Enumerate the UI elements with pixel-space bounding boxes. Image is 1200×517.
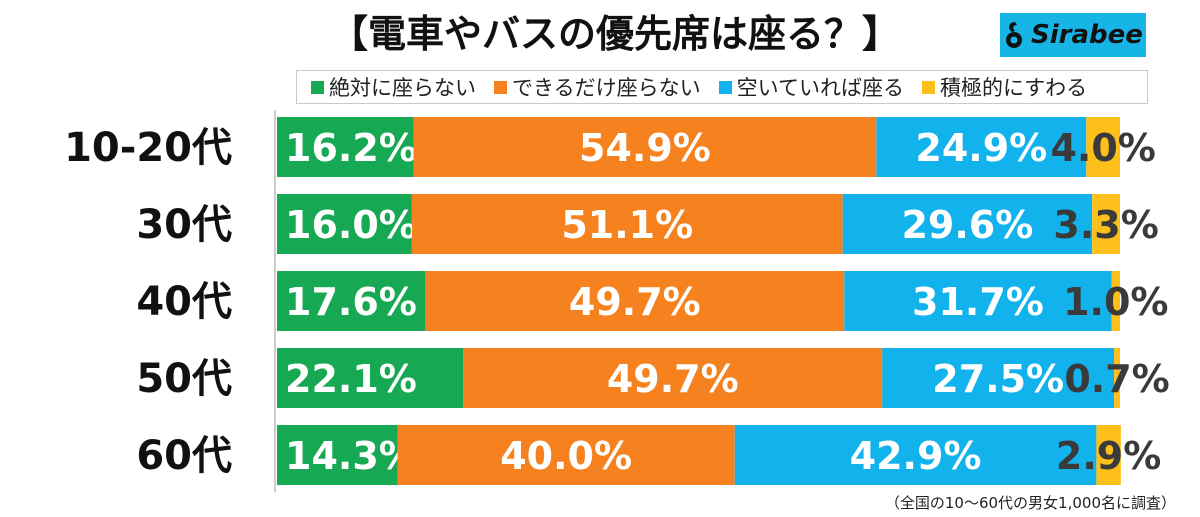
data-label: 22.1% [285, 357, 417, 401]
data-label: 24.9% [915, 126, 1047, 170]
data-label: 1.0% [1063, 280, 1168, 324]
legend-label: 積極的にすわる [939, 76, 1088, 100]
legend-label: 空いていれば座る [736, 76, 904, 100]
legend-swatch-blue [718, 80, 732, 94]
bar-segment [1092, 194, 1120, 254]
data-label: 17.6% [285, 280, 417, 324]
category-label: 40代 [136, 279, 232, 325]
category-label: 10-20代 [64, 125, 232, 171]
bar-segment [277, 348, 464, 408]
survey-footnote: （全国の10〜60代の男女1,000名に調査） [884, 494, 1176, 512]
legend-swatch-orange [494, 80, 507, 94]
brand-logo: Sirabee [1000, 13, 1146, 57]
data-label: 16.2% [285, 126, 417, 170]
bar-segment [425, 271, 845, 331]
bar-segment [876, 117, 1087, 177]
data-label: 42.9% [850, 434, 982, 478]
data-label: 54.9% [579, 126, 711, 170]
chart-title: 【電車やバスの優先席は座る？】 [330, 12, 901, 56]
legend-swatch-green [311, 80, 324, 94]
legend-item-actively: 積極的にすわる [921, 72, 1088, 102]
bar-segment [844, 271, 1112, 331]
bar-segment [1111, 271, 1120, 331]
bar-segment [882, 348, 1115, 408]
bar-segment [411, 194, 843, 254]
bar-segment [277, 117, 414, 177]
data-label: 49.7% [607, 357, 739, 401]
bar-segment [1086, 117, 1120, 177]
legend-label: 絶対に座らない [329, 76, 476, 100]
data-label: 14.3% [285, 434, 417, 478]
legend-item-never: 絶対に座らない [311, 72, 476, 102]
bar-segment [277, 425, 398, 485]
data-label: 0.7% [1064, 357, 1169, 401]
bar-segment [277, 271, 426, 331]
data-label: 27.5% [932, 357, 1064, 401]
brand-name: Sirabee [1031, 20, 1143, 50]
bar-segment [734, 425, 1097, 485]
data-label: 49.7% [569, 280, 701, 324]
data-label: 29.6% [901, 203, 1033, 247]
bar-segment [397, 425, 735, 485]
legend-item-avoid: できるだけ座らない [494, 72, 701, 102]
bar-segment [277, 194, 412, 254]
data-label: 3.3% [1053, 203, 1158, 247]
data-label: 2.9% [1056, 434, 1161, 478]
legend-swatch-yellow [921, 80, 935, 94]
legend-label: できるだけ座らない [512, 76, 701, 100]
category-label: 30代 [136, 202, 232, 248]
legend: 絶対に座らない できるだけ座らない 空いていれば座る 積極的にすわる [296, 70, 1148, 104]
data-label: 31.7% [912, 280, 1044, 324]
bar-segment [413, 117, 877, 177]
sirabee-logo-icon [1006, 22, 1023, 48]
bar-segment [463, 348, 883, 408]
category-label: 50代 [136, 356, 232, 402]
data-label: 16.0% [285, 203, 417, 247]
data-label: 40.0% [500, 434, 632, 478]
bar-segment [842, 194, 1093, 254]
legend-item-if-empty: 空いていれば座る [718, 72, 904, 102]
bar-segment [1096, 425, 1121, 485]
category-label: 60代 [136, 433, 232, 479]
bar-segment [1114, 348, 1120, 408]
data-label: 4.0% [1050, 126, 1155, 170]
data-label: 51.1% [561, 203, 693, 247]
